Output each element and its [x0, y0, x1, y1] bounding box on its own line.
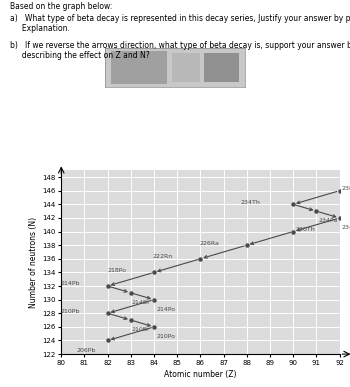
Text: 218Po: 218Po — [107, 268, 126, 273]
Text: 234Pa: 234Pa — [318, 218, 338, 223]
Text: b)   If we reverse the arrows direction, what type of beta decay is, support you: b) If we reverse the arrows direction, w… — [10, 41, 350, 60]
Text: 210Bi: 210Bi — [132, 327, 150, 332]
Bar — [111, 51, 167, 84]
Bar — [204, 53, 239, 82]
Text: 230Th: 230Th — [295, 227, 315, 232]
Bar — [172, 53, 200, 82]
Text: 214Bi: 214Bi — [132, 300, 150, 305]
Text: 214Po: 214Po — [156, 307, 175, 312]
Text: a)   What type of beta decay is represented in this decay series, Justify your a: a) What type of beta decay is represente… — [10, 14, 350, 33]
Y-axis label: Number of neutrons (N): Number of neutrons (N) — [29, 217, 38, 308]
Text: 214Pb: 214Pb — [60, 281, 80, 286]
Text: 226Ra: 226Ra — [199, 241, 219, 246]
Text: 206Pb: 206Pb — [77, 348, 96, 353]
Text: 210Po: 210Po — [156, 334, 175, 339]
X-axis label: Atomic number (Z): Atomic number (Z) — [164, 370, 237, 379]
Text: Based on the graph below:: Based on the graph below: — [10, 2, 113, 11]
Text: 210Pb: 210Pb — [61, 309, 80, 314]
Text: 238U: 238U — [342, 186, 350, 191]
Text: 222Rn: 222Rn — [152, 254, 173, 259]
Text: 234Th: 234Th — [241, 200, 261, 205]
Text: 234U: 234U — [342, 225, 350, 230]
